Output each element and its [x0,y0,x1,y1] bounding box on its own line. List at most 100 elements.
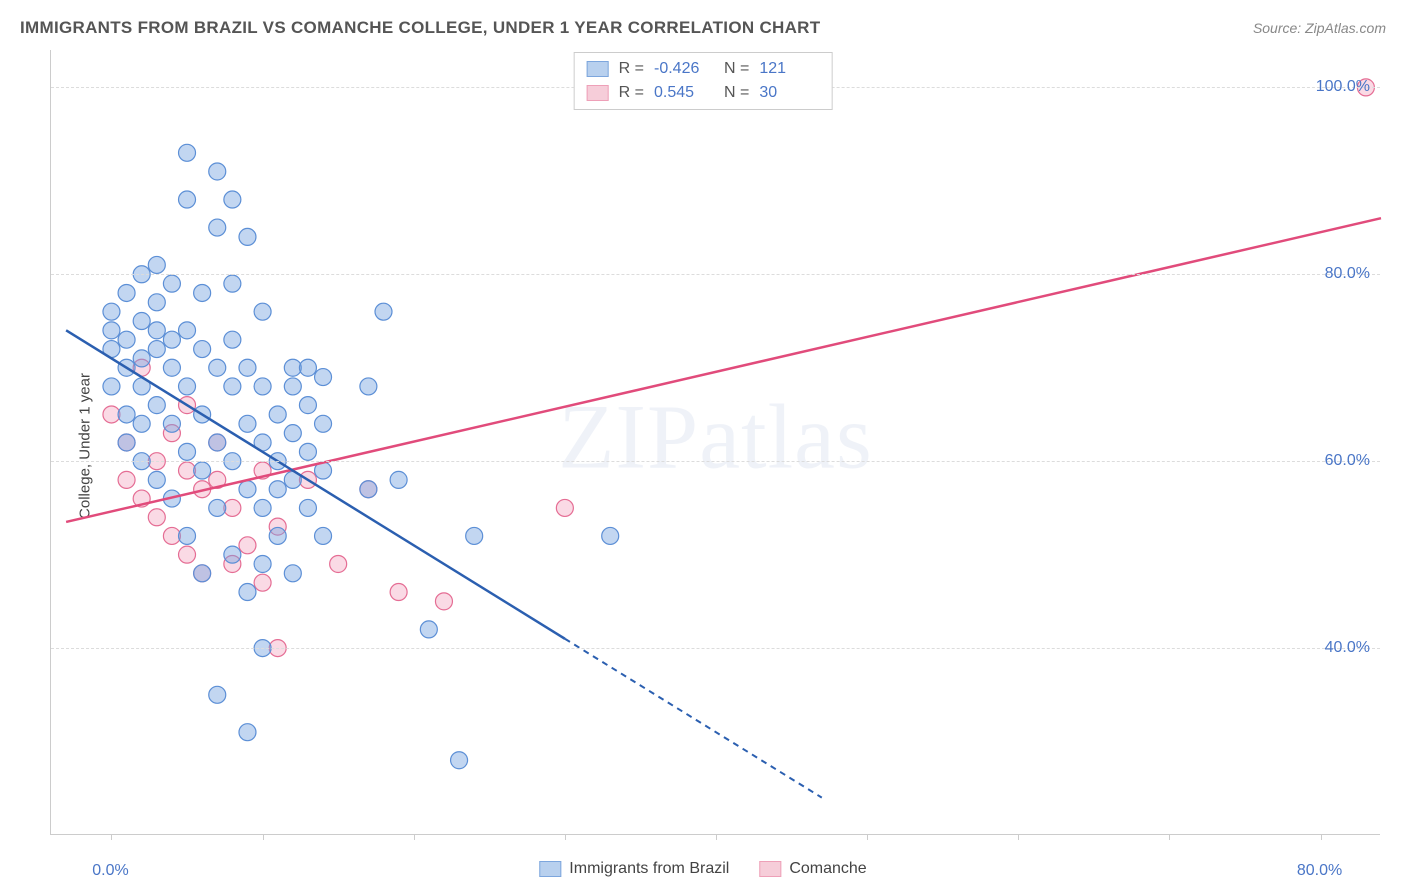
title-bar: IMMIGRANTS FROM BRAZIL VS COMANCHE COLLE… [20,18,1386,38]
legend-label-a: Immigrants from Brazil [569,860,729,878]
data-point [284,425,301,442]
data-point [254,555,271,572]
data-point [194,341,211,358]
data-point [299,499,316,516]
data-point [254,378,271,395]
r-label: R = [619,81,644,105]
data-point [224,499,241,516]
x-tick-mark [1018,834,1019,840]
data-point [194,284,211,301]
data-point [118,406,135,423]
data-point [103,378,120,395]
data-point [315,527,332,544]
x-tick-label: 80.0% [1297,862,1342,880]
gridline-h [51,648,1380,649]
data-point [390,584,407,601]
data-point [179,378,196,395]
data-point [163,415,180,432]
data-point [103,406,120,423]
data-point [148,294,165,311]
r-value-a: -0.426 [654,57,714,81]
data-point [163,527,180,544]
y-tick-label: 80.0% [1325,265,1370,283]
data-point [118,331,135,348]
y-tick-label: 60.0% [1325,452,1370,470]
data-point [239,724,256,741]
data-point [179,527,196,544]
data-point [133,313,150,330]
x-tick-mark [1169,834,1170,840]
data-point [209,219,226,236]
data-point [163,331,180,348]
data-point [254,303,271,320]
data-point [284,378,301,395]
data-point [435,593,452,610]
data-point [148,397,165,414]
data-point [360,481,377,498]
n-label: N = [724,81,749,105]
data-point [239,228,256,245]
data-point [451,752,468,769]
gridline-h [51,274,1380,275]
data-point [148,509,165,526]
trend-line-b [66,218,1381,522]
data-point [148,471,165,488]
data-point [179,144,196,161]
data-point [239,537,256,554]
data-point [420,621,437,638]
data-point [148,322,165,339]
data-point [556,499,573,516]
correlation-legend: R = -0.426 N = 121 R = 0.545 N = 30 [574,52,833,110]
data-point [284,359,301,376]
legend-row-a: R = -0.426 N = 121 [587,57,820,81]
chart-plot-area: ZIPatlas 40.0%60.0%80.0%100.0% [50,50,1380,835]
n-value-a: 121 [759,57,819,81]
data-point [148,256,165,273]
data-point [194,565,211,582]
data-point [254,499,271,516]
data-point [103,303,120,320]
data-point [179,322,196,339]
gridline-h [51,461,1380,462]
data-point [224,546,241,563]
data-point [224,275,241,292]
x-tick-mark [414,834,415,840]
data-point [179,191,196,208]
data-point [118,284,135,301]
data-point [209,359,226,376]
data-point [194,462,211,479]
n-label: N = [724,57,749,81]
legend-label-b: Comanche [789,860,866,878]
data-point [224,191,241,208]
legend-row-b: R = 0.545 N = 30 [587,81,820,105]
data-point [284,565,301,582]
data-point [239,584,256,601]
data-point [299,359,316,376]
data-point [209,434,226,451]
data-point [133,415,150,432]
swatch-a [539,861,561,877]
chart-title: IMMIGRANTS FROM BRAZIL VS COMANCHE COLLE… [20,18,820,38]
data-point [133,350,150,367]
data-point [466,527,483,544]
data-point [315,415,332,432]
legend-item-a: Immigrants from Brazil [539,860,729,878]
data-point [315,369,332,386]
data-point [179,546,196,563]
x-tick-mark [867,834,868,840]
data-point [269,481,286,498]
data-point [163,275,180,292]
data-point [224,378,241,395]
data-point [239,359,256,376]
data-point [239,481,256,498]
r-label: R = [619,57,644,81]
x-tick-mark [716,834,717,840]
data-point [209,686,226,703]
data-point [269,406,286,423]
y-tick-label: 40.0% [1325,639,1370,657]
x-tick-mark [565,834,566,840]
trend-line-a-dashed [565,639,822,798]
x-tick-mark [111,834,112,840]
data-point [254,574,271,591]
x-tick-mark [263,834,264,840]
